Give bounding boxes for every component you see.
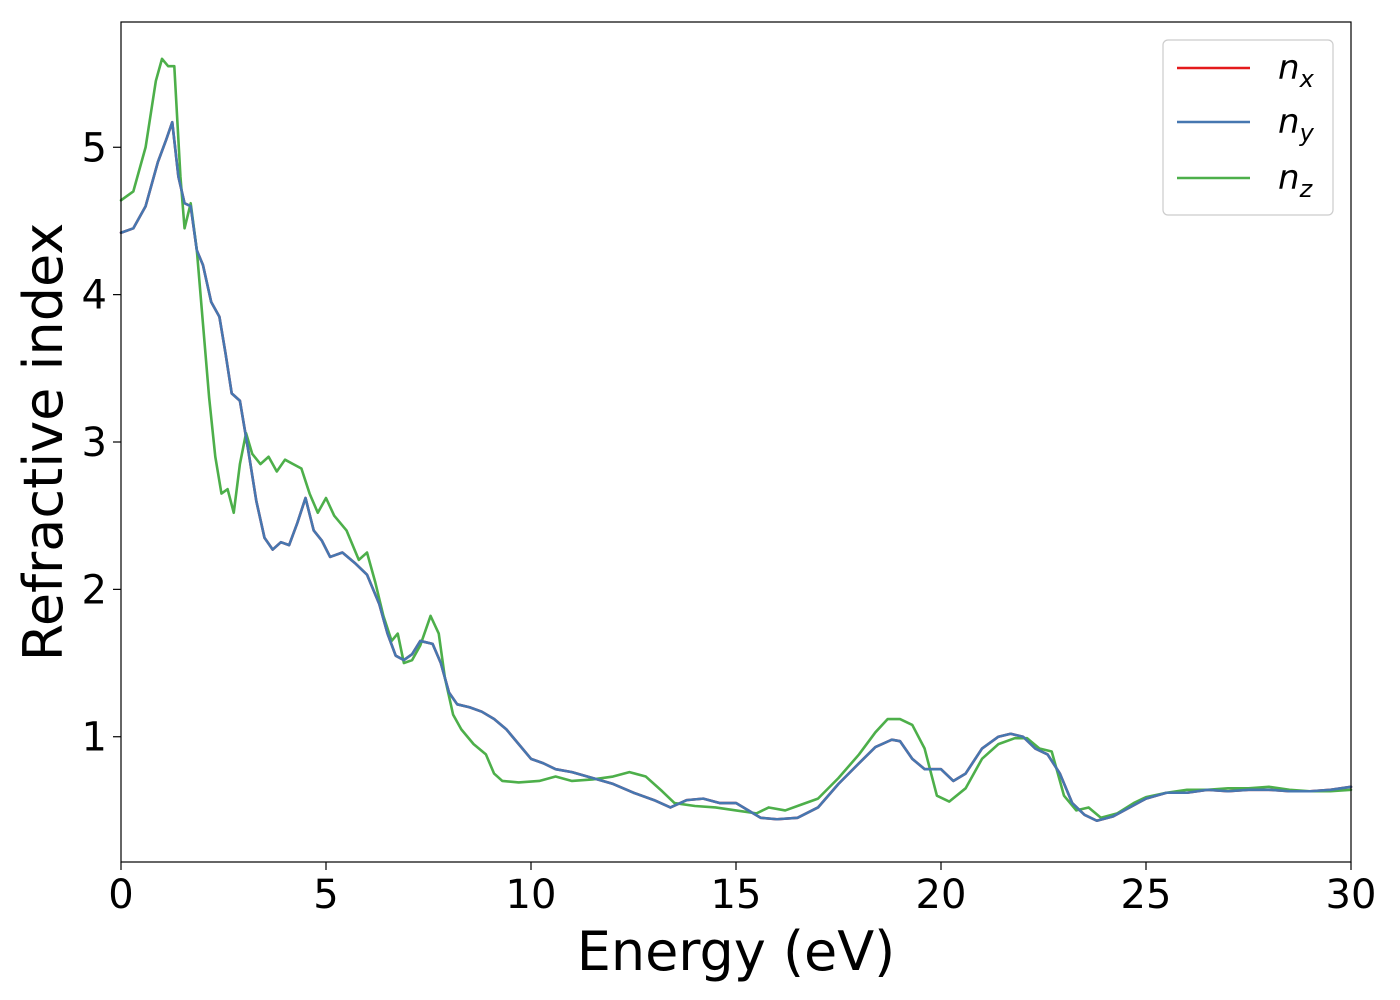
x-axis-label: Energy (eV) <box>577 920 896 983</box>
series-line-n-z <box>119 57 1353 820</box>
y-tick-label: 1 <box>82 715 107 761</box>
x-tick-label: 30 <box>1326 872 1377 918</box>
y-tick-label: 3 <box>82 420 107 466</box>
x-axis-ticks: 0 5 10 15 20 25 30 <box>108 862 1376 918</box>
legend-label-n-z: nz <box>1278 158 1314 203</box>
legend-box <box>1162 39 1334 216</box>
legend: nx ny nz <box>1162 39 1334 216</box>
y-tick-label: 2 <box>82 567 107 613</box>
legend-label-n-x: nx <box>1278 48 1315 93</box>
x-tick-label: 20 <box>916 872 967 918</box>
y-tick-label: 4 <box>82 273 107 319</box>
x-tick-label: 5 <box>313 872 338 918</box>
series-lines <box>119 57 1353 823</box>
y-axis-label: Refractive index <box>12 223 75 662</box>
y-tick-label: 5 <box>82 125 107 171</box>
x-tick-label: 10 <box>506 872 557 918</box>
x-tick-label: 25 <box>1121 872 1172 918</box>
series-line-n-y <box>119 120 1353 823</box>
x-tick-label: 15 <box>711 872 762 918</box>
legend-label-n-y: ny <box>1278 102 1315 147</box>
y-axis-ticks: 1 2 3 4 5 <box>82 125 121 761</box>
x-tick-label: 0 <box>108 872 133 918</box>
